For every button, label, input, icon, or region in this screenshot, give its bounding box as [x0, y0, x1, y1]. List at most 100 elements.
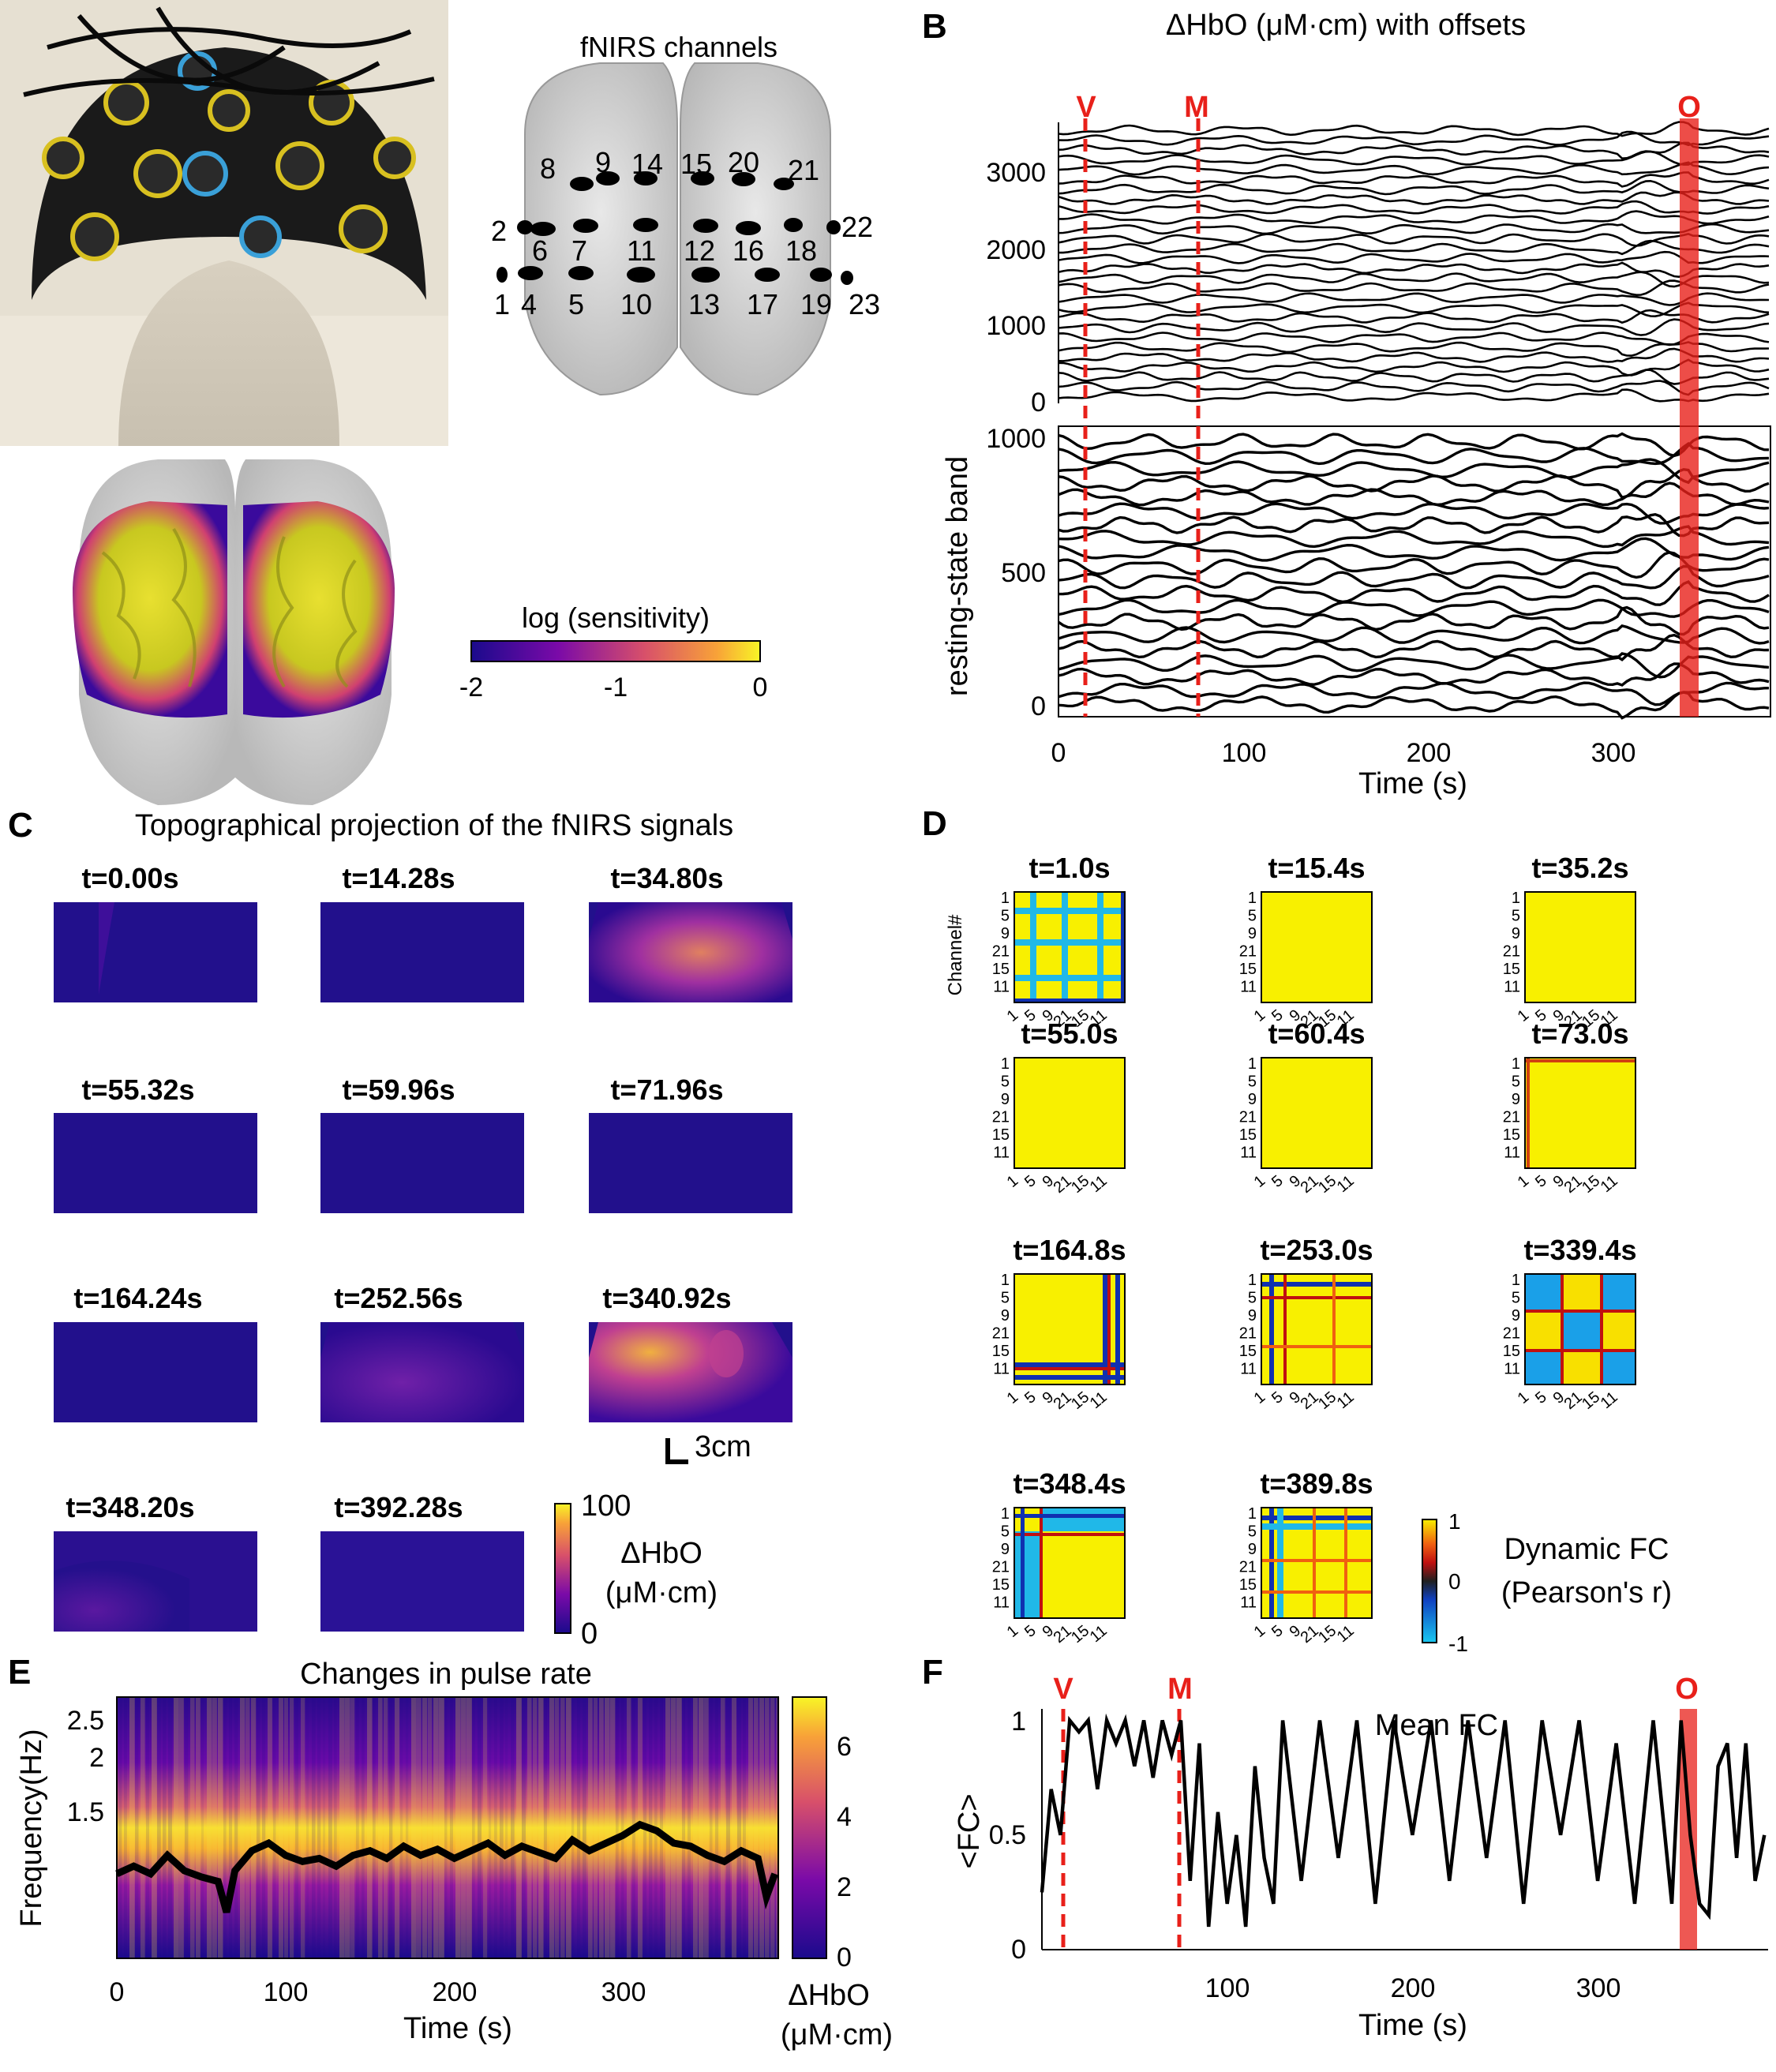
fc-frame-label: t=348.4s: [1013, 1467, 1126, 1500]
fc-frame-label: t=60.4s: [1268, 1017, 1365, 1050]
fc-tick: 5: [1512, 1290, 1520, 1307]
fc-tick: 1: [1251, 1388, 1269, 1407]
fc-tick: 21: [1239, 1109, 1257, 1126]
panel-f-xlabel: Time (s): [1358, 2009, 1467, 2042]
fc-tick: 15: [992, 961, 1010, 978]
fc-ylabel: Channel#: [945, 914, 966, 995]
panel-e-ylabel: Frequency(Hz): [15, 1729, 48, 1927]
channel-label: 21: [788, 154, 819, 186]
marker-m: M: [1184, 91, 1209, 124]
channel-label: 17: [747, 288, 778, 320]
hbo-trace: [1058, 512, 1770, 538]
fc-tick: 9: [1248, 1091, 1257, 1108]
panel-label-e: E: [8, 1653, 31, 1692]
fc-tick: 11: [1598, 1388, 1621, 1412]
panel-e-title: Changes in pulse rate: [300, 1658, 592, 1691]
fc-tick: 11: [1334, 1622, 1358, 1646]
channel-label: 5: [568, 288, 584, 320]
hbo-trace: [1058, 200, 1770, 215]
panel-c-title: Topographical projection of the fNIRS si…: [135, 809, 733, 842]
fc-tick: 15: [1503, 1126, 1520, 1144]
fc-tick: 1: [1248, 890, 1257, 907]
hbo-trace: [1058, 179, 1770, 196]
y-tick: 2: [89, 1743, 104, 1773]
x-tick: 300: [601, 1977, 646, 2007]
hbo-trace: [1058, 579, 1770, 606]
fc-tick: 15: [1239, 1343, 1257, 1360]
hbo-trace: [1058, 191, 1770, 205]
panel-label-b: B: [922, 7, 947, 46]
topo-map: [589, 1322, 792, 1422]
channel-label: 7: [571, 234, 587, 267]
y-tick: 1: [1011, 1707, 1026, 1737]
hbo-trace: [1058, 341, 1770, 357]
fc-tick: 11: [993, 1145, 1010, 1162]
channel-label: 6: [532, 234, 548, 267]
topo-grid: t=0.00s t=14.28s t=34.80s t=55.32s t=59.…: [54, 862, 792, 1632]
fc-tick: 9: [1001, 1541, 1010, 1558]
fc-tick: 9: [1001, 1091, 1010, 1108]
topo-frame-label: t=55.32s: [81, 1073, 194, 1106]
topo-frame-label: t=164.24s: [73, 1282, 202, 1314]
y-tick: 0: [1031, 691, 1046, 721]
fc-tick: 11: [1087, 1388, 1111, 1412]
hbo-trace: [1058, 261, 1770, 279]
fc-matrix: [1261, 1273, 1373, 1385]
topo-colorbar: 100 0 ΔHbO (μM·cm): [554, 1489, 718, 1650]
channel-label: 15: [680, 148, 712, 180]
colorbar-label: (Pearson's r): [1501, 1576, 1672, 1609]
fc-tick: 9: [1001, 925, 1010, 942]
colorbar-tick: -2: [459, 673, 483, 703]
fc-tick: 1: [1512, 1272, 1520, 1289]
fc-matrix: [1524, 1057, 1636, 1169]
topo-frame-label: t=14.28s: [342, 862, 455, 894]
fc-tick: 11: [1334, 1388, 1358, 1412]
fc-tick: 5: [1021, 1388, 1040, 1407]
fc-tick: 1: [1001, 890, 1010, 907]
fc-tick: 5: [1248, 1073, 1257, 1091]
hbo-trace: [1058, 662, 1770, 687]
fc-tick: 21: [992, 1325, 1010, 1343]
topo-map: [54, 902, 257, 1002]
fc-tick: 11: [1240, 1361, 1257, 1378]
colorbar-tick: 1: [1448, 1509, 1461, 1534]
fc-tick: 11: [1240, 1145, 1257, 1162]
hbo-trace: [1058, 502, 1770, 525]
fc-tick: 5: [1001, 1290, 1010, 1307]
fc-matrix: [1524, 891, 1636, 1003]
topo-frame-label: t=252.56s: [334, 1282, 463, 1314]
fc-tick: 5: [1268, 1172, 1287, 1191]
fc-tick: 11: [1504, 1145, 1520, 1162]
fc-matrix: [1014, 1057, 1126, 1169]
fc-tick: 11: [1240, 979, 1257, 996]
colorbar-label: ΔHbO: [788, 1979, 870, 2012]
hbo-trace: [1058, 551, 1770, 579]
fc-tick: 1: [1004, 1172, 1022, 1191]
fc-matrix: [1261, 1057, 1373, 1169]
y-tick: 1.5: [67, 1797, 104, 1827]
hbo-trace: [1058, 598, 1770, 618]
fc-tick: 1: [1515, 1388, 1533, 1407]
fc-tick: 21: [1503, 1109, 1520, 1126]
fc-matrix: [1014, 1507, 1126, 1619]
fc-tick: 1: [1515, 1006, 1533, 1025]
fc-tick: 9: [1001, 1307, 1010, 1325]
x-tick: 200: [1407, 738, 1452, 768]
fc-tick: 21: [1239, 1325, 1257, 1343]
hbo-trace: [1058, 358, 1770, 377]
mean-fc-line: [1040, 1713, 1767, 1928]
channel-label: 11: [627, 234, 656, 267]
topo-map: [589, 1113, 792, 1213]
hbo-traces-lower: [1058, 425, 1771, 720]
channel-label: 16: [733, 234, 764, 267]
panel-b-ylabel: resting-state band: [941, 456, 974, 696]
topo-map: [54, 1113, 257, 1213]
x-tick: 300: [1591, 738, 1636, 768]
fc-tick: 1: [1251, 1622, 1269, 1641]
colorbar-label: Dynamic FC: [1504, 1533, 1669, 1566]
fc-frame-label: t=389.8s: [1260, 1467, 1373, 1500]
hbo-trace: [1058, 441, 1770, 466]
fc-tick: 15: [992, 1126, 1010, 1144]
hbo-trace: [1058, 458, 1770, 485]
